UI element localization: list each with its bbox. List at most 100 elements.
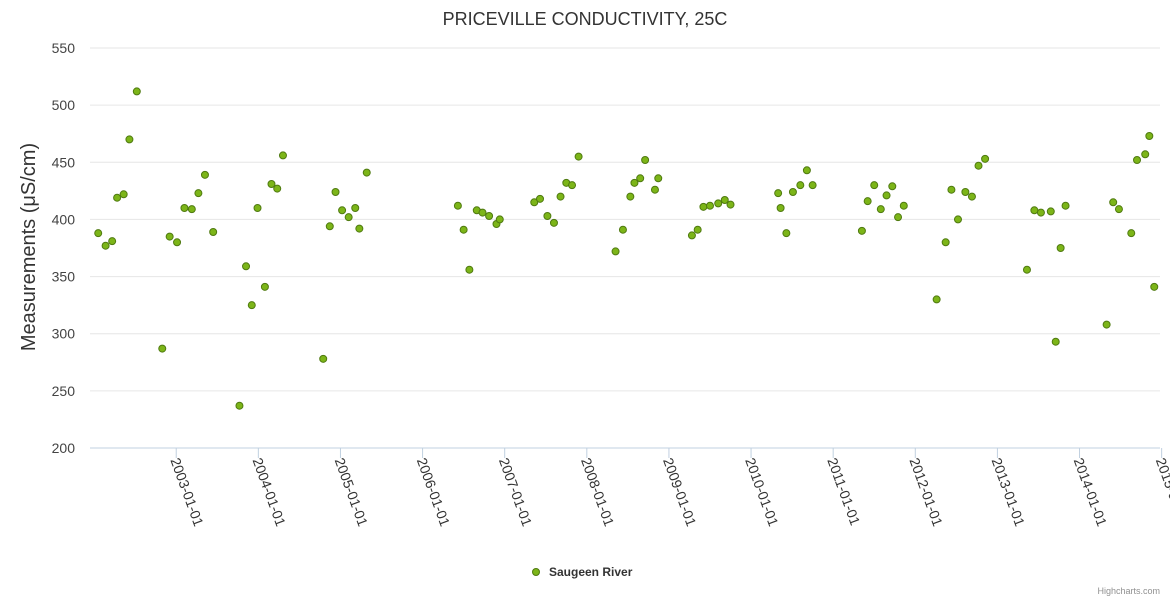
data-point[interactable] [776,204,785,212]
data-point[interactable] [967,192,976,201]
data-point[interactable] [125,135,134,144]
data-point[interactable] [459,225,468,234]
data-point[interactable] [536,194,545,203]
data-point[interactable] [194,189,203,198]
data-point[interactable] [108,237,117,246]
legend-item-saugeen-river[interactable]: Saugeen River [549,565,633,579]
data-point[interactable] [618,225,627,234]
legend-marker[interactable] [532,568,540,576]
data-point[interactable] [808,181,817,190]
data-point[interactable] [173,238,182,247]
data-point[interactable] [338,206,347,215]
data-point[interactable] [351,204,360,212]
data-point[interactable] [495,215,504,224]
data-point[interactable] [180,204,189,212]
data-point[interactable] [465,265,474,274]
data-point[interactable] [260,282,269,291]
data-point[interactable] [247,301,256,310]
data-point[interactable] [641,156,650,164]
data-point[interactable] [362,168,371,177]
data-point[interactable] [774,189,783,198]
series-saugeen-river[interactable] [94,87,1159,410]
data-point[interactable] [273,184,282,193]
data-point[interactable] [1150,282,1159,291]
data-point[interactable] [726,200,735,209]
data-point[interactable] [636,174,645,183]
data-point[interactable] [876,205,885,214]
data-point[interactable] [209,228,218,236]
data-point[interactable] [253,204,262,212]
data-point[interactable] [278,151,287,160]
data-point[interactable] [94,229,103,238]
data-point[interactable] [611,247,620,256]
data-point[interactable] [325,222,334,231]
data-point[interactable] [932,295,941,304]
data-point[interactable] [530,198,539,207]
credits-link[interactable]: Highcharts.com [1097,586,1160,596]
data-point[interactable] [1036,208,1045,217]
data-point[interactable] [1145,132,1154,140]
data-point[interactable] [344,213,353,222]
data-point[interactable] [568,181,577,190]
data-point[interactable] [714,199,723,208]
data-point[interactable] [132,87,141,96]
data-point[interactable] [882,191,891,200]
data-point[interactable] [1030,206,1039,215]
data-point[interactable] [961,188,970,196]
data-point[interactable] [331,188,340,196]
data-point[interactable] [654,174,663,183]
data-point[interactable] [888,182,897,191]
data-point[interactable] [1114,205,1123,214]
data-point[interactable] [165,232,174,241]
legend[interactable]: Saugeen River [532,565,633,579]
data-point[interactable] [953,215,962,224]
data-point[interactable] [119,190,128,199]
data-point[interactable] [1133,156,1142,164]
data-point[interactable] [630,178,639,187]
data-point[interactable] [453,201,462,210]
data-point[interactable] [556,192,565,201]
data-point[interactable] [355,224,364,233]
data-point[interactable] [113,193,122,202]
data-point[interactable] [1141,150,1150,159]
data-point[interactable] [1061,201,1070,210]
data-point[interactable] [1046,207,1055,216]
data-point[interactable] [699,202,708,211]
data-point[interactable] [720,196,729,204]
data-point[interactable] [549,218,558,227]
data-point[interactable] [899,201,908,210]
data-point[interactable] [802,166,811,175]
data-point[interactable] [1051,337,1060,346]
data-point[interactable] [782,229,791,238]
data-point[interactable] [543,212,552,220]
data-point[interactable] [941,238,950,247]
data-point[interactable] [863,197,872,206]
data-point[interactable] [693,225,702,234]
data-point[interactable] [101,241,110,250]
data-point[interactable] [894,213,903,222]
data-point[interactable] [974,161,983,170]
data-point[interactable] [788,188,797,196]
data-point[interactable] [687,231,696,240]
data-point[interactable] [485,212,494,220]
data-point[interactable] [1102,320,1111,329]
data-point[interactable] [158,344,167,353]
data-point[interactable] [574,152,583,161]
data-point[interactable] [705,201,714,210]
data-point[interactable] [1109,198,1118,207]
data-point[interactable] [478,208,487,217]
data-point[interactable] [650,185,659,194]
data-point[interactable] [870,181,879,190]
data-point[interactable] [187,205,196,214]
data-point[interactable] [1022,265,1031,274]
data-point[interactable] [626,192,635,201]
data-point[interactable] [235,401,244,410]
data-point[interactable] [796,181,805,190]
data-point[interactable] [1056,244,1065,252]
data-point[interactable] [1127,229,1136,238]
data-point[interactable] [267,180,276,188]
data-point[interactable] [981,154,990,163]
data-point[interactable] [319,354,328,363]
data-point[interactable] [947,185,956,194]
data-point[interactable] [242,262,251,271]
